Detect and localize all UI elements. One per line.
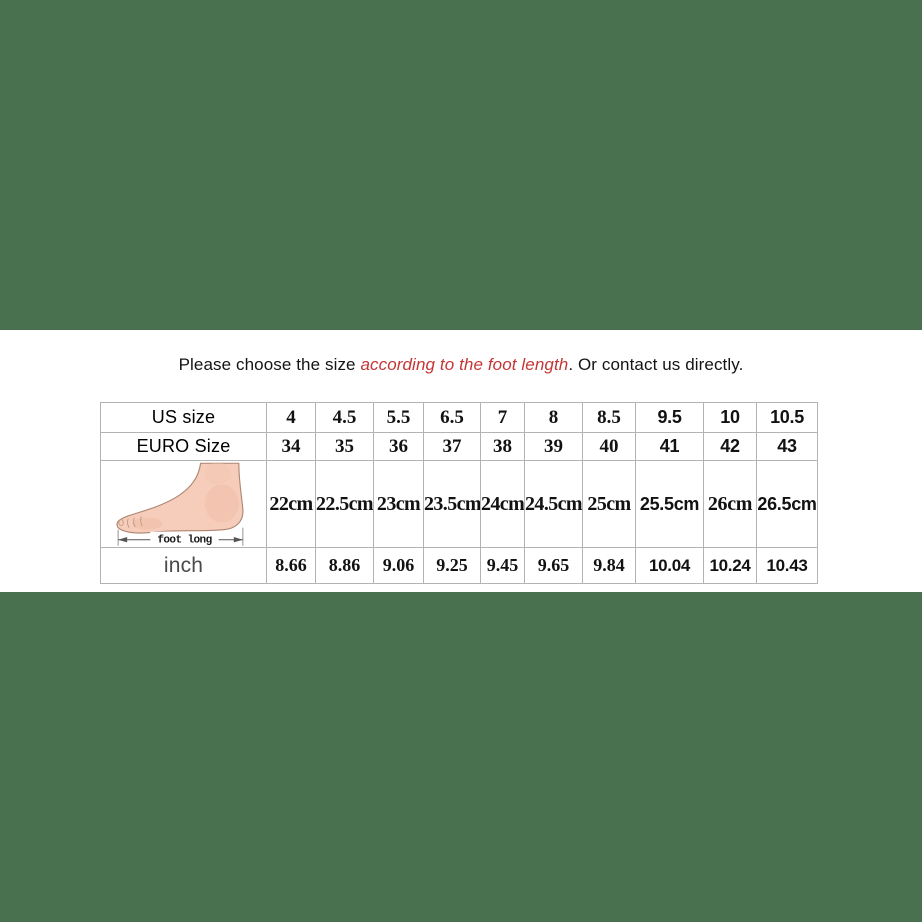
foot-cm-cell: 24cm bbox=[480, 460, 525, 548]
foot-cm-cell: 25.5cm bbox=[635, 460, 704, 548]
foot-long-caption: foot long bbox=[157, 535, 212, 547]
row-label-us-size: US size bbox=[100, 402, 267, 433]
size-notice: Please choose the size according to the … bbox=[0, 355, 922, 375]
row-label-inch: inch bbox=[100, 547, 267, 584]
inch-cell: 8.66 bbox=[266, 547, 316, 584]
inch-cell: 8.86 bbox=[315, 547, 374, 584]
us-size-cell: 6.5 bbox=[423, 402, 481, 433]
inch-cell: 10.24 bbox=[703, 547, 757, 584]
green-band-top bbox=[0, 0, 922, 330]
inch-cell: 9.25 bbox=[423, 547, 481, 584]
euro-size-cell: 42 bbox=[703, 432, 757, 461]
us-size-cell: 8 bbox=[524, 402, 583, 433]
foot-cm-cell: 22cm bbox=[266, 460, 316, 548]
row-label-euro-size: EURO Size bbox=[100, 432, 267, 461]
euro-size-cell: 35 bbox=[315, 432, 374, 461]
size-table: US size 4 4.5 5.5 6.5 7 8 8.5 9.5 10 10.… bbox=[100, 402, 818, 584]
inch-cell: 9.65 bbox=[524, 547, 583, 584]
foot-cm-cell: 24.5cm bbox=[524, 460, 583, 548]
euro-size-cell: 37 bbox=[423, 432, 481, 461]
foot-cm-cell: 23cm bbox=[373, 460, 424, 548]
inch-cell: 10.04 bbox=[635, 547, 704, 584]
us-size-cell: 4 bbox=[266, 402, 316, 433]
table-row-inch: inch 8.66 8.86 9.06 9.25 9.45 9.65 9.84 … bbox=[100, 547, 818, 584]
inch-cell: 9.45 bbox=[480, 547, 525, 584]
us-size-cell: 4.5 bbox=[315, 402, 374, 433]
euro-size-cell: 43 bbox=[756, 432, 818, 461]
notice-highlight: according to the foot length bbox=[360, 355, 569, 374]
green-band-bottom bbox=[0, 592, 922, 922]
us-size-cell: 10.5 bbox=[756, 402, 818, 433]
foot-cm-cell: 26.5cm bbox=[756, 460, 818, 548]
euro-size-cell: 38 bbox=[480, 432, 525, 461]
euro-size-cell: 36 bbox=[373, 432, 424, 461]
foot-cm-cell: 25cm bbox=[582, 460, 636, 548]
table-row-foot-length-cm: foot long 22cm 22.5cm 23cm 23.5cm 24cm 2… bbox=[100, 460, 818, 548]
euro-size-cell: 40 bbox=[582, 432, 636, 461]
foot-cm-cell: 23.5cm bbox=[423, 460, 481, 548]
foot-drawing: foot long bbox=[116, 462, 244, 547]
euro-size-cell: 41 bbox=[635, 432, 704, 461]
us-size-cell: 5.5 bbox=[373, 402, 424, 433]
size-chart-panel: Please choose the size according to the … bbox=[0, 330, 922, 592]
inch-cell: 9.84 bbox=[582, 547, 636, 584]
us-size-cell: 7 bbox=[480, 402, 525, 433]
foot-length-illustration: foot long bbox=[100, 460, 267, 548]
inch-cell: 10.43 bbox=[756, 547, 818, 584]
us-size-cell: 10 bbox=[703, 402, 757, 433]
euro-size-cell: 39 bbox=[524, 432, 583, 461]
euro-size-cell: 34 bbox=[266, 432, 316, 461]
notice-prefix: Please choose the size bbox=[178, 355, 361, 374]
us-size-cell: 9.5 bbox=[635, 402, 704, 433]
us-size-cell: 8.5 bbox=[582, 402, 636, 433]
foot-cm-cell: 26cm bbox=[703, 460, 757, 548]
inch-cell: 9.06 bbox=[373, 547, 424, 584]
notice-suffix: . Or contact us directly. bbox=[568, 355, 744, 374]
foot-cm-cell: 22.5cm bbox=[315, 460, 374, 548]
table-row-us-size: US size 4 4.5 5.5 6.5 7 8 8.5 9.5 10 10.… bbox=[100, 402, 818, 433]
table-row-euro-size: EURO Size 34 35 36 37 38 39 40 41 42 43 bbox=[100, 432, 818, 461]
